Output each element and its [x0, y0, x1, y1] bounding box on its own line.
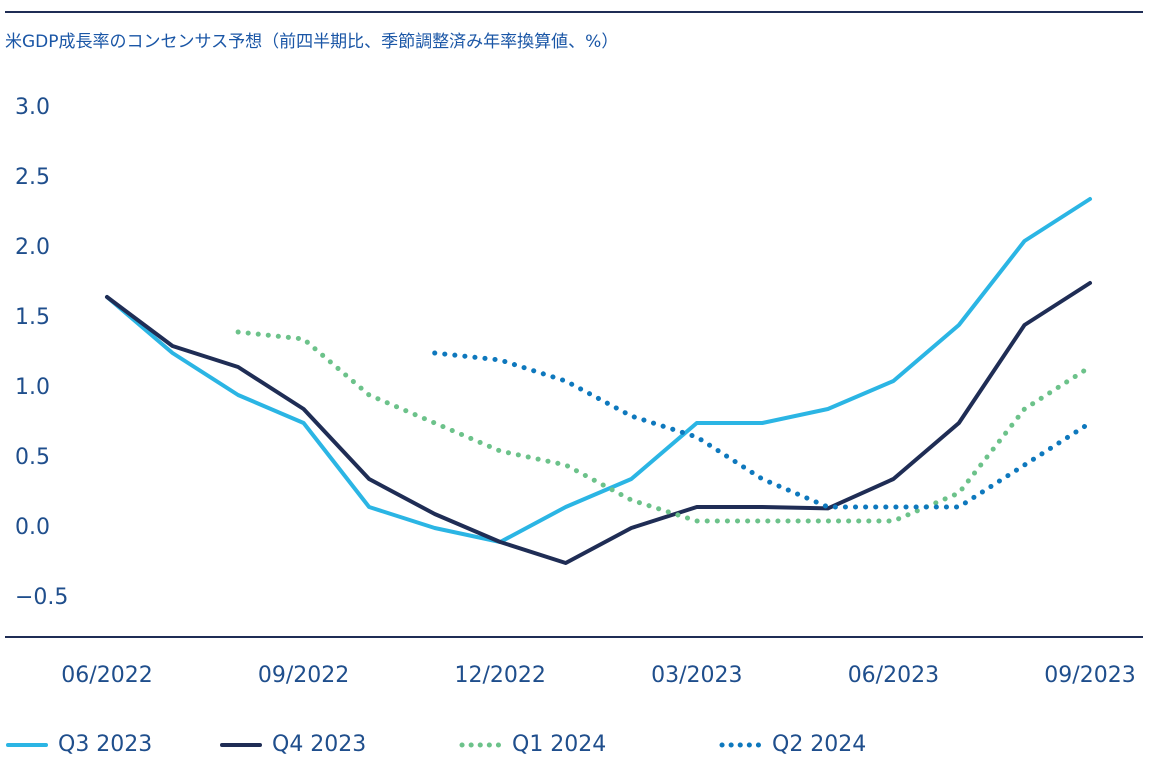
y-tick-label: 2.5 — [15, 165, 50, 190]
x-tick-label: 09/2023 — [1044, 663, 1135, 688]
y-tick-label: 0.5 — [15, 445, 50, 470]
y-tick-label: 2.0 — [15, 235, 50, 260]
series-line — [432, 350, 1093, 510]
legend-label: Q3 2023 — [58, 732, 152, 757]
legend-label: Q4 2023 — [272, 732, 366, 757]
x-tick-label: 06/2022 — [61, 663, 152, 688]
series-line — [105, 281, 1092, 565]
chart-title: 米GDP成長率のコンセンサス予想（前四半期比、季節調整済み年率換算値、%） — [5, 32, 618, 52]
y-tick-label: 1.0 — [15, 375, 50, 400]
y-tick-label: 3.0 — [15, 95, 50, 120]
x-tick-label: 06/2023 — [848, 663, 939, 688]
legend-label: Q1 2024 — [512, 732, 606, 757]
x-tick-label: 03/2023 — [651, 663, 742, 688]
series-line — [105, 197, 1092, 544]
legend-label: Q2 2024 — [772, 732, 866, 757]
y-tick-label: −0.5 — [15, 585, 68, 610]
x-tick-label: 09/2022 — [258, 663, 349, 688]
x-tick-label: 12/2022 — [454, 663, 545, 688]
series-line — [235, 329, 1093, 524]
y-tick-label: 1.5 — [15, 305, 50, 330]
y-tick-label: 0.0 — [15, 515, 50, 540]
